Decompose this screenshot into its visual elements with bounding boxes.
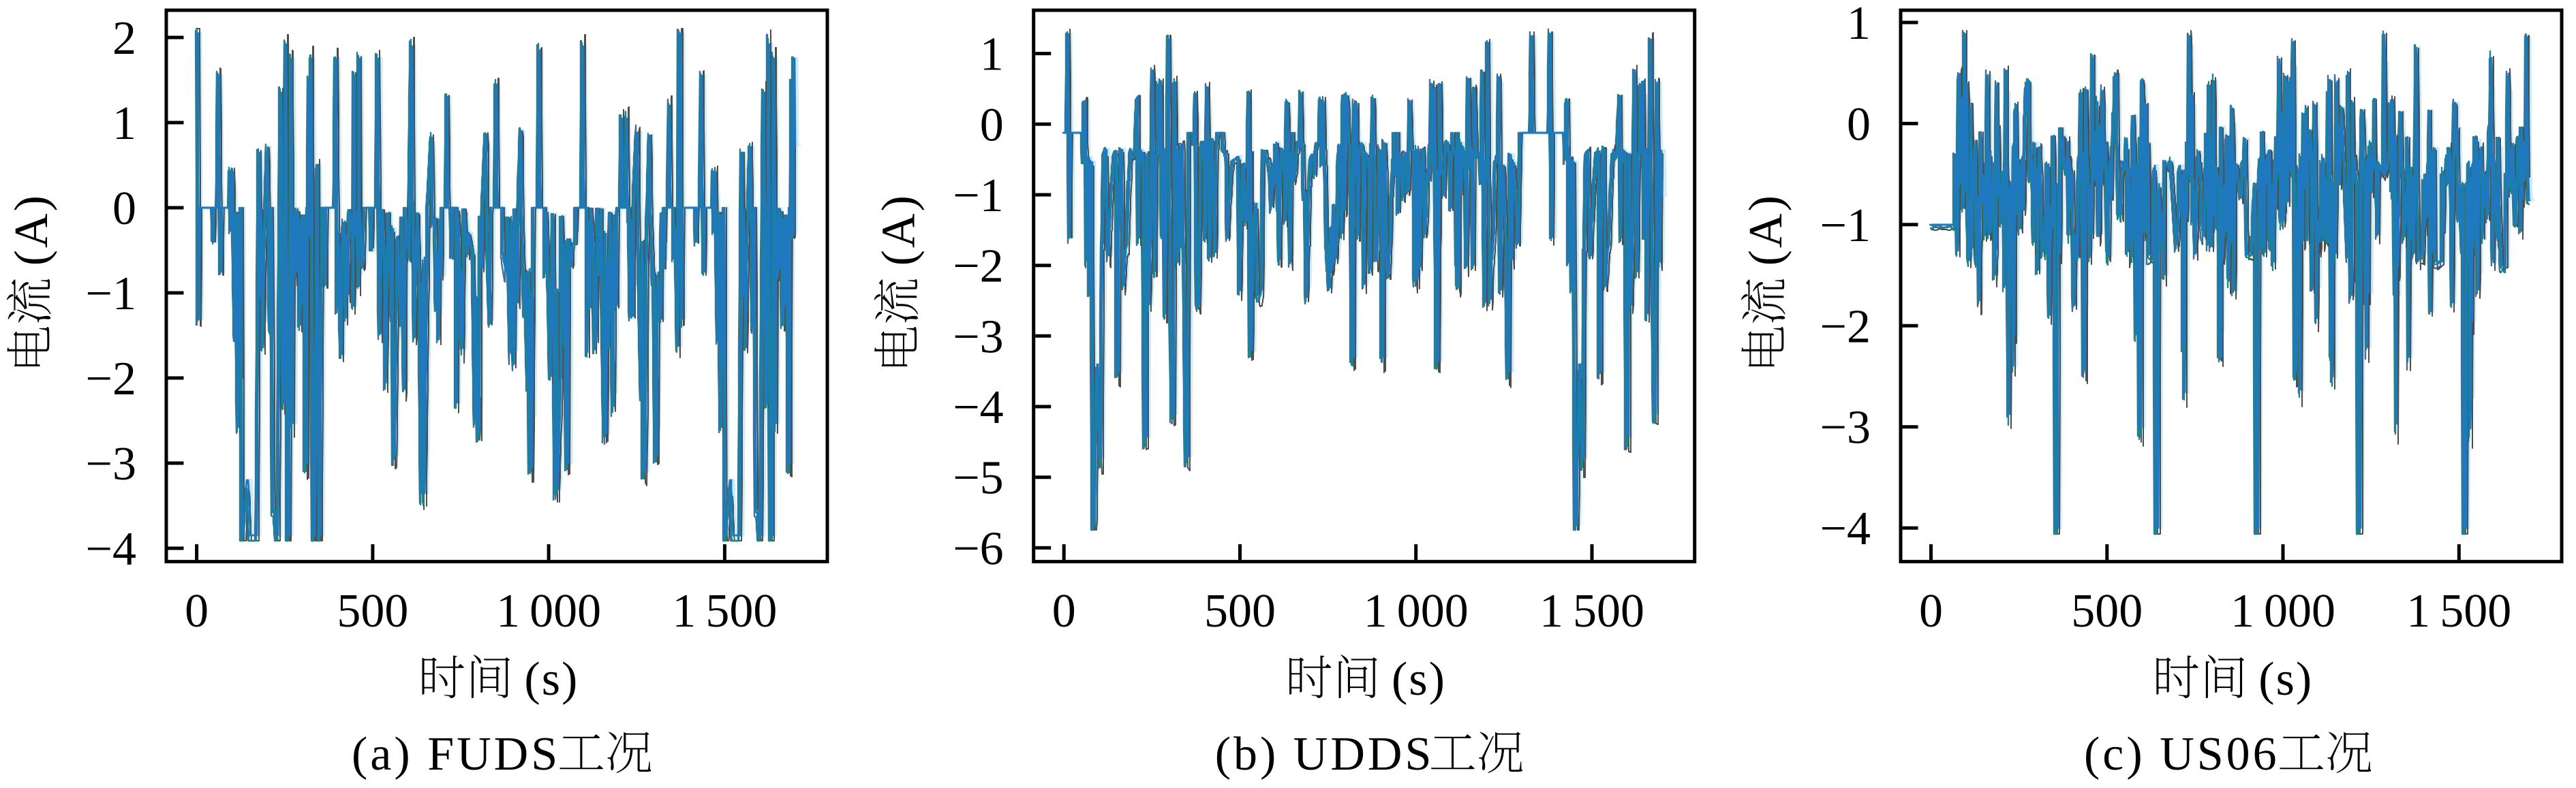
svg-text:1 000: 1 000 <box>1364 585 1469 637</box>
svg-text:0: 0 <box>1919 585 1943 637</box>
svg-text:(A): (A) <box>873 193 925 277</box>
svg-text:−3: −3 <box>86 438 136 490</box>
svg-text:0: 0 <box>1847 98 1871 151</box>
svg-text:(A): (A) <box>1740 193 1792 277</box>
svg-text:(c) US06: (c) US06 <box>2084 728 2280 781</box>
svg-text:−2: −2 <box>1820 300 1871 353</box>
svg-text:1: 1 <box>1847 0 1871 50</box>
svg-text:0: 0 <box>1052 585 1076 637</box>
svg-text:(s): (s) <box>513 653 579 706</box>
svg-text:(a) FUDS: (a) FUDS <box>352 728 560 781</box>
svg-text:1 000: 1 000 <box>496 585 601 637</box>
svg-text:0: 0 <box>185 585 209 637</box>
svg-text:−6: −6 <box>953 522 1003 575</box>
svg-text:(A): (A) <box>5 193 58 277</box>
svg-text:−1: −1 <box>1820 200 1871 252</box>
svg-text:0: 0 <box>980 99 1004 151</box>
svg-text:1 500: 1 500 <box>2406 585 2511 637</box>
svg-text:500: 500 <box>2071 585 2143 637</box>
svg-text:−1: −1 <box>953 170 1003 222</box>
svg-text:1: 1 <box>980 29 1004 81</box>
svg-text:(s): (s) <box>2248 653 2313 706</box>
svg-text:(b) UDDS: (b) UDDS <box>1215 728 1435 781</box>
svg-text:−2: −2 <box>953 240 1003 293</box>
svg-text:−5: −5 <box>953 452 1003 505</box>
svg-text:1 500: 1 500 <box>672 585 777 637</box>
svg-text:−4: −4 <box>1820 503 1871 555</box>
svg-text:(s): (s) <box>1381 653 1446 706</box>
svg-text:−4: −4 <box>86 523 136 576</box>
svg-text:500: 500 <box>337 585 408 637</box>
svg-text:−3: −3 <box>953 311 1003 363</box>
svg-text:−1: −1 <box>86 268 136 320</box>
svg-text:2: 2 <box>112 12 136 65</box>
svg-text:−2: −2 <box>86 353 136 405</box>
svg-text:1 500: 1 500 <box>1539 585 1644 637</box>
svg-text:1 000: 1 000 <box>2230 585 2335 637</box>
svg-text:−3: −3 <box>1820 402 1871 454</box>
svg-text:0: 0 <box>112 183 136 235</box>
svg-text:500: 500 <box>1204 585 1276 637</box>
svg-text:−4: −4 <box>953 381 1003 434</box>
svg-text:1: 1 <box>112 97 136 150</box>
